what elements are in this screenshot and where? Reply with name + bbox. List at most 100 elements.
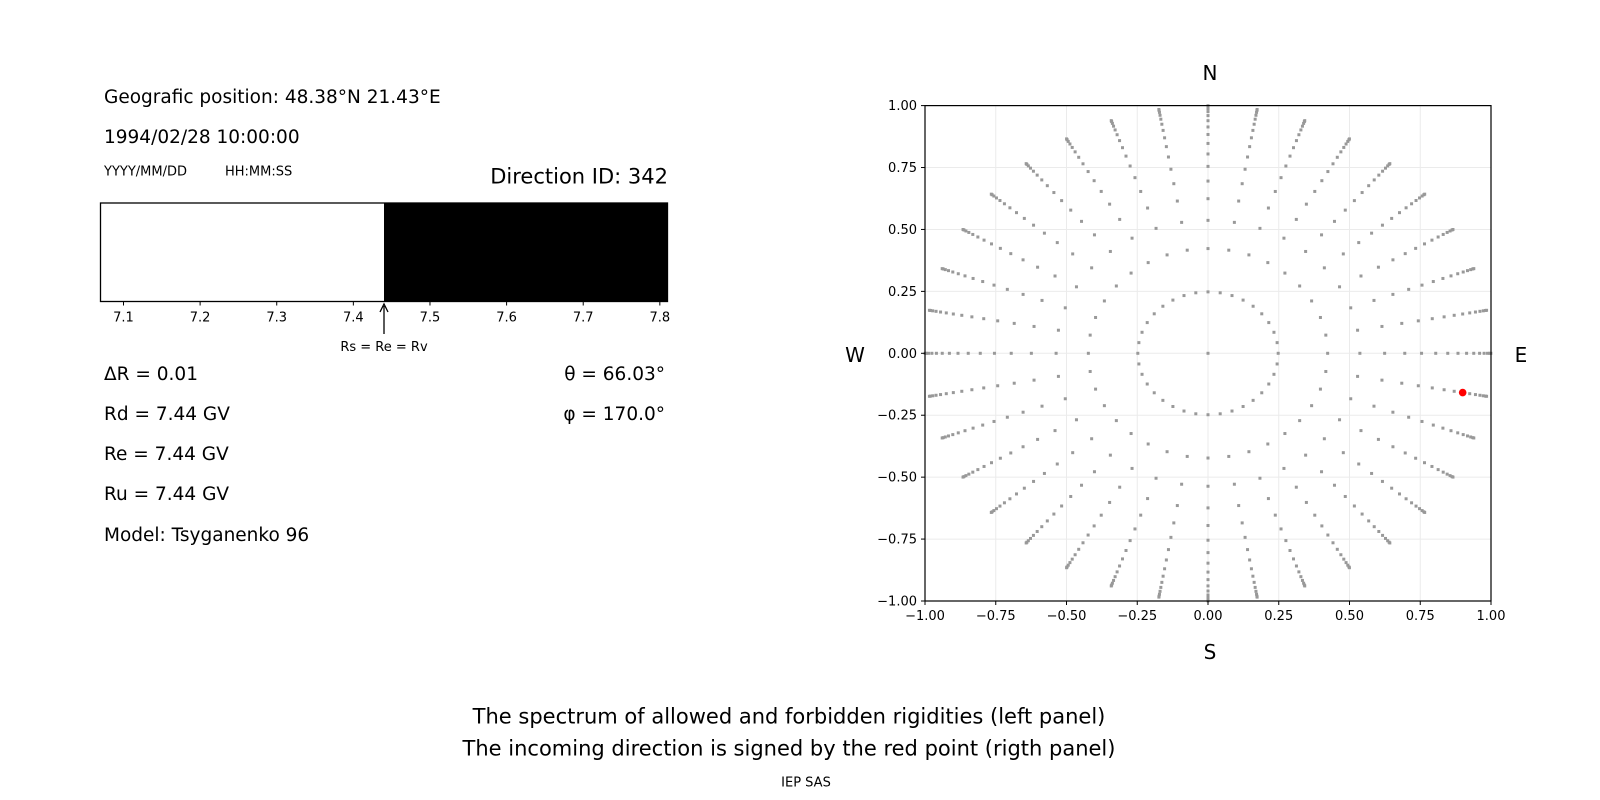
direction-point <box>1031 169 1035 173</box>
direction-point <box>1441 276 1445 280</box>
direction-point <box>1442 315 1446 319</box>
direction-point <box>947 269 951 273</box>
direction-point <box>1252 580 1256 584</box>
direction-point <box>1461 312 1465 316</box>
direction-point <box>1273 513 1277 517</box>
direction-point <box>1249 136 1253 140</box>
direction-point <box>1485 308 1489 312</box>
direction-point <box>951 433 955 437</box>
direction-point <box>1360 512 1364 516</box>
direction-point <box>996 384 1000 388</box>
direction-point <box>1161 128 1165 132</box>
direction-point <box>1318 387 1322 391</box>
direction-point <box>1400 381 1404 385</box>
direction-point <box>1299 128 1303 132</box>
direction-point <box>1445 230 1449 234</box>
direction-point <box>1456 351 1460 355</box>
direction-point <box>1449 274 1453 278</box>
direction-point <box>1146 442 1150 446</box>
direction-point <box>1073 553 1077 557</box>
direction-point <box>1420 351 1424 355</box>
direction-point <box>1449 429 1453 433</box>
x-tick-label: −0.25 <box>1117 609 1157 624</box>
direction-point <box>1370 231 1374 235</box>
direction-point <box>1157 110 1161 114</box>
direction-point <box>1390 216 1394 220</box>
direction-plot: −1.00 −0.75 −0.50 −0.25 0.00 0.25 0.50 0.75 1.00… <box>845 61 1527 664</box>
direction-point <box>1241 298 1245 302</box>
direction-point <box>1275 341 1279 345</box>
direction-point <box>1063 397 1067 401</box>
direction-point <box>1253 117 1257 121</box>
direction-point <box>1339 150 1343 154</box>
direction-point <box>934 393 938 397</box>
direction-point <box>1423 192 1427 196</box>
y-tick-label: −0.75 <box>877 533 917 548</box>
direction-point <box>1054 351 1058 355</box>
direction-point <box>1342 557 1346 561</box>
direction-point <box>1040 404 1044 408</box>
spectrum-frame <box>99 202 669 303</box>
direction-point <box>981 280 985 284</box>
direction-point <box>976 468 980 472</box>
direction-point <box>944 311 948 315</box>
direction-point <box>1254 113 1258 117</box>
direction-point <box>1021 258 1025 262</box>
direction-point <box>956 351 960 355</box>
x-tick-label: 0.50 <box>1335 609 1364 624</box>
x-tick-label: 0.00 <box>1194 609 1223 624</box>
direction-point <box>1346 563 1350 567</box>
direction-point <box>1206 110 1210 114</box>
direction-point <box>956 272 960 276</box>
direction-point <box>1163 567 1167 571</box>
direction-point <box>1434 351 1438 355</box>
direction-point <box>1376 265 1380 269</box>
direction-point <box>1108 202 1112 206</box>
y-tick-label: −1.00 <box>877 595 917 610</box>
direction-point <box>1473 310 1477 314</box>
direction-point <box>1036 437 1040 441</box>
direction-point <box>1404 497 1408 501</box>
direction-point <box>1206 413 1210 417</box>
direction-point <box>1431 423 1435 427</box>
direction-point <box>1324 333 1328 337</box>
direction-point <box>1206 125 1210 129</box>
direction-point <box>1352 199 1356 203</box>
direction-point <box>1133 527 1137 531</box>
direction-point <box>1380 479 1384 483</box>
direction-point <box>1108 249 1112 253</box>
direction-point <box>1359 429 1363 433</box>
direction-point <box>1240 182 1244 186</box>
direction-point <box>1005 415 1009 419</box>
direction-point <box>1448 474 1452 478</box>
direction-point <box>951 391 955 395</box>
direction-point <box>1028 166 1032 170</box>
direction-point <box>1251 128 1255 132</box>
ru-value: Ru = 7.44 GV <box>104 483 230 505</box>
direction-point <box>1128 164 1132 168</box>
direction-point <box>1024 541 1028 545</box>
direction-point <box>1298 419 1302 423</box>
direction-point <box>1414 199 1418 203</box>
direction-point <box>982 464 986 468</box>
direction-point <box>1146 206 1150 210</box>
direction-point <box>1370 471 1374 475</box>
direction-point <box>1028 536 1032 540</box>
direction-point <box>1172 182 1176 186</box>
direction-point <box>1194 412 1198 416</box>
direction-point <box>1481 394 1485 398</box>
direction-point <box>1343 494 1347 498</box>
direction-point <box>981 423 985 427</box>
direction-point <box>1313 513 1317 517</box>
direction-point <box>1275 362 1279 366</box>
direction-point <box>1068 561 1072 565</box>
direction-point <box>1218 291 1222 295</box>
direction-point <box>1237 199 1241 203</box>
direction-point <box>1326 351 1330 355</box>
direction-point <box>1056 328 1060 332</box>
direction-point <box>1009 252 1013 256</box>
x-tick-label: 7.1 <box>113 311 134 326</box>
direction-point <box>1258 226 1262 230</box>
direction-point <box>1161 398 1165 402</box>
direction-point <box>1380 324 1384 328</box>
